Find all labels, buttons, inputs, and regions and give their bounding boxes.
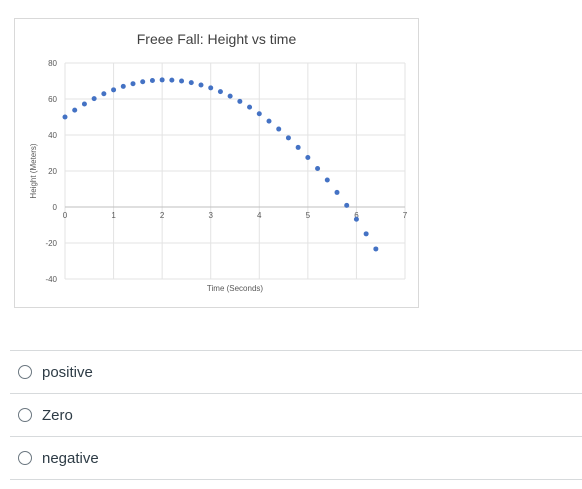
data-point [363, 231, 369, 237]
answer-option-positive[interactable]: positive [10, 350, 582, 393]
data-point [276, 126, 282, 132]
scatter-plot: 80 60 40 20 0 -20 -40 0 1 2 3 4 5 6 7 Time (Seconds) Hei… [29, 59, 408, 293]
answer-option-negative[interactable]: negative [10, 436, 582, 480]
data-point [101, 91, 107, 97]
y-tick-label: 0 [53, 203, 58, 212]
data-point [140, 79, 146, 85]
data-point [324, 177, 330, 183]
x-tick-label: 1 [111, 211, 116, 220]
data-point [179, 78, 185, 84]
data-point [120, 83, 126, 89]
x-tick-label: 5 [306, 211, 311, 220]
data-point [72, 107, 78, 113]
answer-option-zero[interactable]: Zero [10, 393, 582, 436]
answer-label: negative [42, 449, 99, 467]
y-tick-label: 60 [48, 95, 57, 104]
data-point [353, 216, 359, 222]
data-point [247, 104, 253, 110]
y-axis-title: Height (Meters) [29, 143, 38, 198]
data-point [295, 144, 301, 150]
y-tick-label: 20 [48, 167, 57, 176]
data-point [334, 189, 340, 195]
x-tick-label: 4 [257, 211, 262, 220]
answer-label: Zero [42, 406, 73, 424]
x-axis-title: Time (Seconds) [207, 284, 264, 293]
chart-title: Freee Fall: Height vs time [136, 31, 297, 47]
data-point [227, 93, 233, 99]
y-tick-label: -20 [45, 239, 57, 248]
data-point [188, 80, 194, 86]
x-tick-label: 6 [354, 211, 359, 220]
data-point [315, 165, 321, 171]
data-point [208, 85, 214, 91]
data-point [81, 101, 87, 107]
data-point [256, 111, 262, 117]
answer-label: positive [42, 363, 93, 381]
chart-container: Freee Fall: Height vs time 80 60 40 20 0 -20-… [14, 18, 419, 308]
x-tick-label: 0 [63, 211, 68, 220]
y-tick-label: 80 [48, 59, 57, 68]
data-point [266, 118, 272, 124]
data-point [91, 96, 97, 102]
data-point [198, 82, 204, 88]
data-point [169, 77, 175, 83]
answer-options: positive Zero negative [10, 350, 582, 480]
data-point [62, 114, 68, 120]
y-tick-label: -40 [45, 275, 57, 284]
data-point [285, 135, 291, 141]
data-point [217, 89, 223, 95]
data-point [305, 155, 311, 160]
radio-button[interactable] [18, 451, 32, 465]
data-point [237, 98, 243, 104]
data-point [344, 202, 350, 208]
data-point [373, 246, 379, 252]
radio-button[interactable] [18, 365, 32, 379]
data-point [130, 81, 136, 87]
data-point [149, 77, 155, 83]
x-tick-label: 7 [403, 211, 408, 220]
data-point [159, 77, 165, 83]
x-tick-label: 3 [208, 211, 213, 220]
y-tick-label: 40 [48, 131, 57, 140]
data-point [111, 87, 117, 93]
x-tick-label: 2 [160, 211, 165, 220]
radio-button[interactable] [18, 408, 32, 422]
